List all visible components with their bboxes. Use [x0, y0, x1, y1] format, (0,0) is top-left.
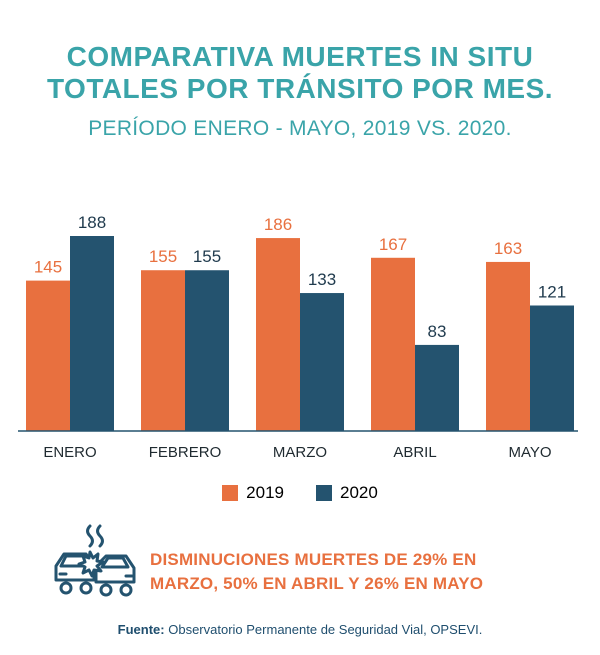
data-label-enero-2019: 145 [34, 258, 62, 277]
bar-mayo-2020 [530, 305, 574, 431]
bar-enero-2019 [26, 280, 70, 431]
data-label-abril-2020: 83 [428, 322, 447, 341]
bar-febrero-2019 [141, 270, 185, 431]
data-label-mayo-2020: 121 [538, 282, 566, 301]
data-label-marzo-2019: 186 [264, 215, 292, 234]
x-tick-label-enero: ENERO [43, 444, 96, 461]
data-label-marzo-2020: 133 [308, 270, 336, 289]
bar-marzo-2019 [256, 238, 300, 431]
legend-item-2019: 2019 [222, 483, 284, 503]
bar-febrero-2020 [185, 270, 229, 431]
chart-subtitle: PERÍODO ENERO - MAYO, 2019 VS. 2020. [88, 117, 512, 140]
summary-note-line-1: DISMINUCIONES MUERTES DE 29% EN [150, 550, 477, 569]
x-tick-label-abril: ABRIL [393, 444, 436, 461]
chart-title-line-1: COMPARATIVA MUERTES IN SITU [66, 41, 534, 72]
car-crash-icon [50, 522, 140, 604]
x-tick-label-marzo: MARZO [273, 444, 327, 461]
bar-abril-2020 [415, 344, 459, 431]
bar-enero-2020 [70, 236, 114, 431]
source-text: Observatorio Permanente de Seguridad Via… [168, 622, 483, 637]
source-label: Fuente: [117, 622, 165, 637]
summary-note: DISMINUCIONES MUERTES DE 29% EN MARZO, 5… [150, 548, 590, 596]
x-tick-label-febrero: FEBRERO [149, 444, 222, 461]
source-footer: Fuente: Observatorio Permanente de Segur… [0, 622, 600, 637]
bar-abril-2019 [371, 257, 415, 431]
data-label-enero-2020: 188 [78, 213, 106, 232]
legend-label-2020: 2020 [340, 483, 378, 502]
x-tick-label-mayo: MAYO [508, 444, 551, 461]
bar-chart: 145 188 ENERO 155 155 FEBRERO 186 133 MARZO 167 83… [18, 213, 578, 461]
data-label-febrero-2020: 155 [193, 247, 221, 266]
bar-mayo-2019 [486, 261, 530, 431]
data-label-febrero-2019: 155 [149, 247, 177, 266]
legend-label-2019: 2019 [246, 483, 284, 502]
data-label-abril-2019: 167 [379, 235, 407, 254]
summary-note-line-2: MARZO, 50% EN ABRIL Y 26% EN MAYO [150, 574, 484, 593]
legend: 2019 2020 [0, 483, 600, 503]
legend-swatch-2019 [222, 485, 239, 501]
legend-swatch-2020 [316, 485, 332, 501]
legend-item-2020: 2020 [316, 483, 378, 503]
data-label-mayo-2019: 163 [494, 239, 522, 258]
chart-title-line-2: TOTALES POR TRÁNSITO POR MES. [46, 73, 554, 104]
bar-marzo-2020 [300, 293, 344, 431]
